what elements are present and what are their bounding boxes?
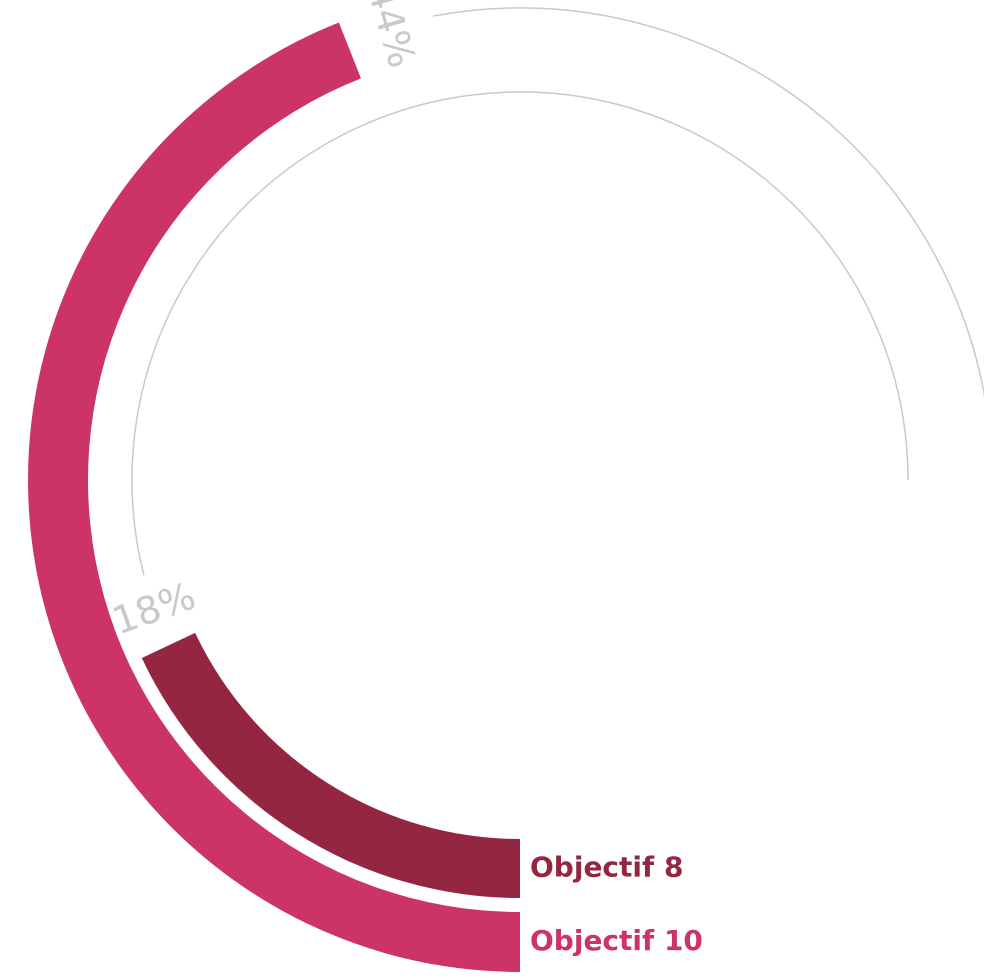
bar-objectif-8 xyxy=(141,632,520,898)
track-objectif-10 xyxy=(433,7,984,399)
series-label-objectif-10: Objectif 10 xyxy=(530,924,703,957)
bars xyxy=(27,22,521,973)
series-labels: Objectif 8 Objectif 10 xyxy=(530,851,703,958)
bar-objectif-10 xyxy=(27,22,521,973)
track-objectif-8 xyxy=(131,91,909,576)
tracks xyxy=(131,7,984,576)
series-label-objectif-8: Objectif 8 xyxy=(530,851,683,884)
value-label-objectif-10: 44% xyxy=(359,0,425,72)
value-label-objectif-8: 18% xyxy=(107,573,201,643)
